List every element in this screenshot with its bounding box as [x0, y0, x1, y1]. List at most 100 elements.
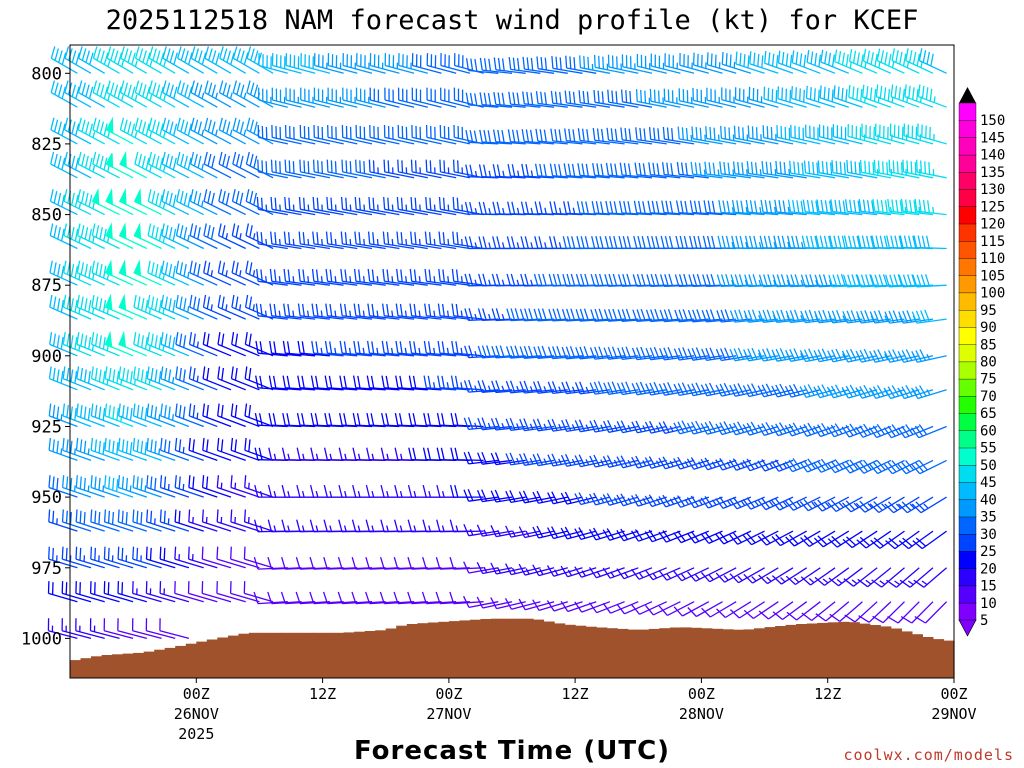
wind-barb [119, 117, 148, 145]
wind-barb [728, 458, 765, 471]
wind-barb [159, 581, 190, 603]
wind-barb [560, 600, 597, 613]
wind-barb [383, 159, 415, 179]
terrain-column [196, 641, 208, 678]
wind-barb [298, 196, 331, 216]
wind-barb [843, 567, 878, 587]
wind-barb [134, 46, 162, 74]
terrain-column [375, 630, 387, 678]
wind-barb [761, 161, 794, 179]
wind-barb [734, 87, 765, 108]
wind-barb [174, 546, 204, 569]
wind-barb [219, 46, 247, 74]
wind-barb [593, 54, 625, 74]
wind-barb [602, 493, 639, 506]
x-tick-label: 12Z [309, 685, 336, 703]
wind-barb [48, 546, 78, 569]
wind-barb [411, 53, 442, 74]
wind-barb [148, 80, 176, 108]
wind-barbs [47, 46, 948, 640]
wind-barb [729, 309, 765, 323]
wind-barb [421, 591, 457, 605]
wind-barb [790, 124, 821, 145]
wind-barb [493, 92, 526, 108]
y-tick-label: 950 [31, 488, 62, 508]
wind-barb [202, 403, 232, 428]
wind-barb [61, 509, 92, 532]
wind-barb [658, 382, 695, 396]
x-tick-date: 28NOV [679, 705, 724, 723]
wind-barb [721, 51, 752, 74]
wind-barb [690, 161, 723, 179]
wind-barb [519, 380, 555, 394]
y-tick-label: 900 [31, 347, 62, 367]
wind-barb [255, 375, 288, 391]
watermark-link[interactable]: coolwx.com/models [843, 746, 1014, 764]
wind-barb [800, 274, 836, 288]
wind-barb [89, 581, 120, 603]
terrain-column [533, 619, 545, 678]
x-tick-label: 12Z [562, 685, 589, 703]
wind-barb [687, 567, 723, 582]
wind-barb [189, 189, 218, 216]
terrain-column [596, 627, 608, 678]
wind-barb [439, 159, 471, 179]
wind-barb [340, 196, 373, 216]
wind-barb [827, 348, 863, 363]
wind-barb [230, 437, 260, 462]
wind-barb [104, 293, 134, 320]
colorbar-swatch [958, 188, 977, 207]
wind-barb [201, 509, 232, 532]
wind-barb [423, 375, 457, 391]
terrain-column [680, 627, 692, 678]
wind-barb [874, 123, 905, 145]
chart-title: 2025112518 NAM forecast wind profile (kt… [106, 5, 919, 36]
colorbar-swatch [958, 568, 977, 587]
wind-barb [48, 509, 78, 532]
wind-barb [91, 332, 120, 357]
wind-barb [450, 375, 484, 391]
wind-barb [911, 309, 947, 324]
wind-barb [312, 231, 344, 250]
wind-barb [76, 223, 105, 250]
wind-barb [873, 159, 905, 179]
wind-barb [574, 601, 611, 613]
terrain-column [154, 649, 166, 678]
wind-barb [806, 50, 836, 74]
wind-barb [631, 529, 667, 542]
wind-barb [246, 46, 274, 74]
wind-barb [368, 159, 400, 179]
wind-barb [231, 223, 260, 250]
wind-barb [491, 380, 526, 394]
wind-barb [777, 86, 807, 108]
terrain-column [270, 632, 282, 678]
wind-barb [616, 567, 653, 580]
wind-barb [861, 123, 892, 145]
wind-barb [49, 332, 78, 357]
wind-barb [174, 437, 204, 462]
wind-barb [729, 601, 765, 619]
wind-barb [145, 618, 176, 640]
colorbar-swatch [958, 344, 977, 363]
wind-barb [820, 49, 850, 74]
wind-barb [635, 127, 667, 145]
wind-barb [777, 50, 807, 74]
wind-barb [631, 346, 667, 361]
wind-barb [439, 124, 471, 145]
wind-barb [689, 200, 723, 216]
x-tick-label: 00Z [183, 685, 210, 703]
wind-barb [491, 345, 526, 359]
wind-barb [519, 345, 555, 359]
colorbar-swatch [958, 516, 977, 535]
wind-barb [77, 117, 106, 145]
wind-barb [848, 84, 878, 108]
wind-barb [564, 90, 597, 108]
wind-barb [132, 403, 162, 428]
wind-barb [216, 437, 246, 462]
wind-barb [518, 490, 555, 504]
x-tick-year: 2025 [178, 725, 214, 743]
wind-barb [886, 567, 920, 588]
wind-barb [48, 475, 78, 498]
terrain-column [469, 619, 481, 678]
wind-barb [673, 601, 710, 617]
